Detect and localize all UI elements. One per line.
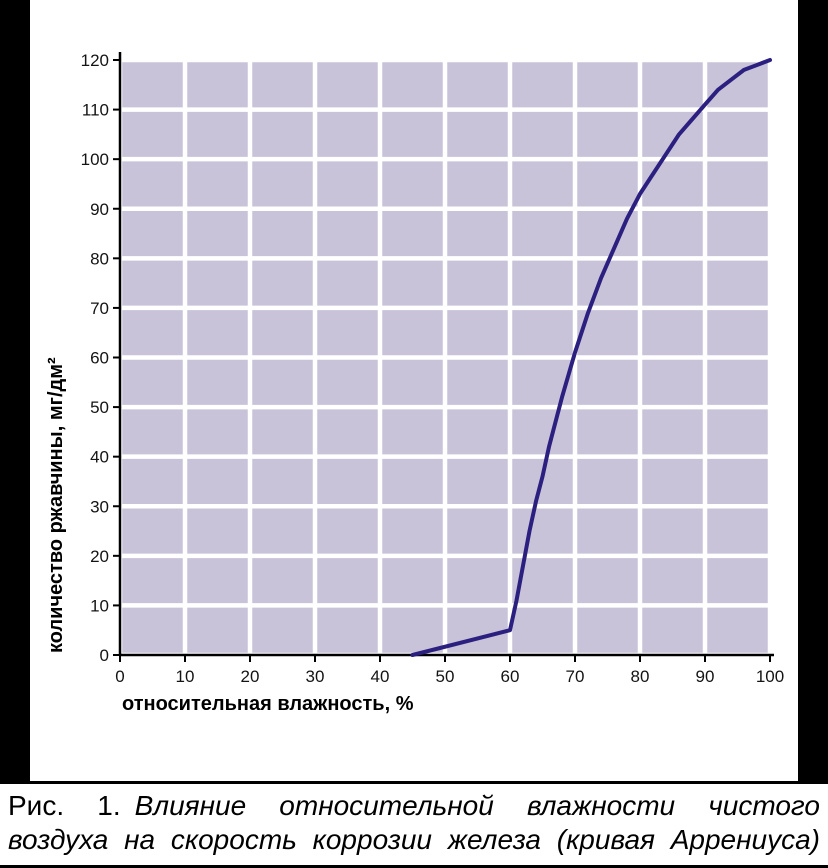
svg-text:50: 50 xyxy=(436,667,455,686)
figure-caption: Рис. 1. Влияние относительной влажности ч… xyxy=(0,781,828,868)
svg-text:60: 60 xyxy=(90,349,109,368)
right-letterbox-bar xyxy=(798,0,828,781)
svg-text:90: 90 xyxy=(90,200,109,219)
svg-text:50: 50 xyxy=(90,398,109,417)
svg-text:20: 20 xyxy=(241,667,260,686)
y-axis-label: количество ржавчины, мг/дм² xyxy=(45,357,67,653)
chart-plot-area: 0 10 20 30 40 50 60 70 80 90 100 110 120 0 10 20 30 40 50 6… xyxy=(81,51,785,686)
svg-text:80: 80 xyxy=(90,249,109,268)
caption-text: Влияние относительной влажности чистого … xyxy=(8,790,820,855)
svg-text:10: 10 xyxy=(90,596,109,615)
svg-text:10: 10 xyxy=(176,667,195,686)
corrosion-humidity-chart: 0 10 20 30 40 50 60 70 80 90 100 110 120 0 10 20 30 40 50 6… xyxy=(45,51,785,715)
svg-text:20: 20 xyxy=(90,547,109,566)
svg-text:120: 120 xyxy=(81,51,109,70)
svg-text:110: 110 xyxy=(82,101,109,120)
svg-text:30: 30 xyxy=(306,667,325,686)
svg-text:90: 90 xyxy=(696,667,715,686)
svg-text:100: 100 xyxy=(756,667,784,686)
svg-text:40: 40 xyxy=(371,667,390,686)
svg-text:30: 30 xyxy=(90,497,109,516)
left-letterbox-bar xyxy=(0,0,30,781)
svg-text:100: 100 xyxy=(81,150,109,169)
svg-text:0: 0 xyxy=(100,646,109,665)
caption-number: Рис. 1. xyxy=(8,790,121,821)
svg-text:60: 60 xyxy=(501,667,520,686)
svg-text:80: 80 xyxy=(631,667,650,686)
caption-paragraph: Рис. 1. Влияние относительной влажности ч… xyxy=(8,789,820,857)
svg-text:70: 70 xyxy=(90,299,109,318)
svg-text:0: 0 xyxy=(115,667,124,686)
svg-text:70: 70 xyxy=(566,667,585,686)
svg-text:40: 40 xyxy=(90,448,109,467)
x-axis-label: относительная влажность, % xyxy=(122,693,414,715)
